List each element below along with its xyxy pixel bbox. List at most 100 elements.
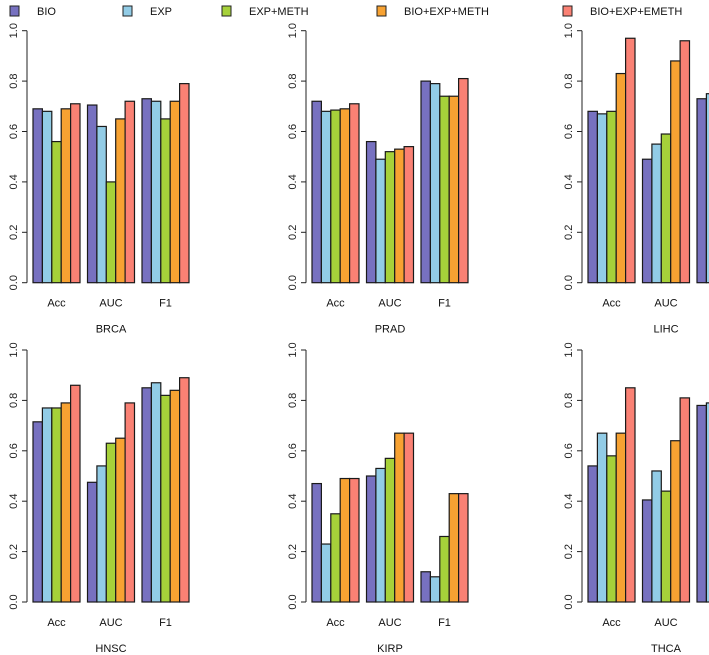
bar-acc-2: [606, 110, 617, 284]
bar-acc-3: [60, 108, 72, 284]
category-label: Acc: [602, 617, 621, 629]
bar-acc-4: [69, 103, 81, 284]
panel-brca: 0.0 0.2 0.4 0.6 0.8 1.0 Acc AUC F1 BRCA: [8, 23, 190, 336]
y-tick-label: 1.0: [8, 342, 20, 357]
legend-item: EXP+METH: [221, 5, 309, 18]
bar-acc-3: [60, 402, 72, 603]
bar-acc-1: [41, 407, 53, 603]
bar-f1-3: [169, 389, 181, 603]
bar-acc-2: [330, 513, 341, 603]
y-tick-label: 0.0: [287, 275, 299, 290]
bar-f1-1: [150, 382, 162, 603]
y-tick-label: 0.2: [287, 544, 299, 559]
bar-auc-4: [124, 402, 136, 603]
bar-acc-2: [330, 109, 341, 284]
y-tick-label: 1.0: [287, 342, 299, 357]
bar-f1-3: [448, 493, 460, 603]
bar-auc-1: [96, 465, 107, 603]
y-tick-label: 1.0: [287, 23, 299, 38]
y-tick-label: 0.4: [8, 174, 20, 189]
y-tick-label: 0.8: [8, 393, 20, 408]
panel-title: BRCA: [96, 324, 127, 336]
bar-f1-2: [439, 535, 450, 603]
bar-auc-3: [115, 118, 126, 284]
bar-auc-1: [375, 158, 386, 284]
bar-auc-4: [124, 100, 136, 284]
y-tick-label: 0.0: [8, 275, 20, 290]
bar-acc-0: [587, 110, 598, 284]
legend-swatch: [562, 5, 573, 17]
bar-acc-0: [311, 482, 322, 603]
bar-f1-0: [696, 98, 707, 284]
bar-acc-3: [615, 432, 627, 603]
legend-label: EXP: [150, 6, 172, 18]
panel-title: PRAD: [375, 324, 406, 336]
bar-auc-2: [384, 151, 396, 284]
bar-acc-4: [349, 103, 360, 284]
bar-acc-1: [41, 110, 53, 284]
y-tick-label: 0.0: [287, 594, 299, 609]
y-tick-label: 0.6: [8, 443, 20, 458]
category-label: Acc: [326, 298, 345, 310]
category-label: AUC: [378, 298, 401, 310]
category-label: Acc: [602, 298, 621, 310]
bar-acc-4: [69, 384, 81, 603]
legend-item: BIO+EXP+METH: [376, 5, 489, 18]
panel-hnsc: 0.0 0.2 0.4 0.6 0.8 1.0 Acc AUC F1 HNSC: [8, 342, 190, 655]
panel-prad: 0.0 0.2 0.4 0.6 0.8 1.0 Acc AUC F1 PRAD: [287, 23, 469, 336]
category-label: Acc: [47, 617, 66, 629]
panel-kirp: 0.0 0.2 0.4 0.6 0.8 1.0 Acc AUC F1 KIRP: [287, 342, 469, 655]
legend-swatch: [9, 5, 20, 17]
bar-f1-1: [705, 93, 709, 284]
y-tick-label: 0.6: [287, 124, 299, 139]
category-label: F1: [159, 298, 172, 310]
bar-f1-1: [429, 83, 441, 284]
y-tick-label: 0.8: [287, 73, 299, 88]
bar-f1-0: [696, 404, 707, 603]
bar-auc-4: [403, 432, 415, 603]
category-label: F1: [438, 617, 451, 629]
bar-f1-3: [169, 100, 181, 284]
bar-auc-3: [670, 440, 681, 603]
y-tick-label: 0.8: [563, 73, 575, 88]
bar-f1-4: [458, 77, 469, 284]
category-label: AUC: [378, 617, 401, 629]
bar-f1-0: [420, 80, 431, 284]
y-tick-label: 0.6: [287, 443, 299, 458]
y-tick-label: 0.4: [287, 174, 299, 189]
bar-acc-0: [311, 100, 322, 284]
bar-acc-3: [339, 108, 351, 284]
bar-auc-1: [651, 470, 662, 603]
legend-item: BIO: [9, 5, 56, 18]
legend-label: BIO+EXP+METH: [404, 6, 489, 18]
y-tick-label: 1.0: [563, 23, 575, 38]
legend-label: BIO+EXP+EMETH: [590, 6, 682, 18]
bar-acc-2: [51, 140, 62, 284]
category-label: F1: [438, 298, 451, 310]
category-label: AUC: [654, 617, 677, 629]
bar-acc-1: [596, 113, 608, 284]
legend-label: EXP+METH: [249, 6, 309, 18]
category-label: Acc: [47, 298, 66, 310]
panel-thca: 0.00.20.40.60.81.0AccAUCF1THCA: [563, 342, 709, 655]
category-label: AUC: [654, 298, 677, 310]
bar-auc-2: [384, 457, 396, 603]
y-tick-label: 0.2: [8, 544, 20, 559]
bar-f1-2: [439, 95, 450, 284]
bar-auc-0: [365, 475, 377, 603]
y-tick-label: 0.2: [563, 225, 575, 240]
bar-auc-2: [105, 181, 117, 284]
bar-acc-2: [606, 455, 617, 603]
bar-acc-0: [32, 108, 43, 284]
bar-acc-0: [32, 421, 43, 603]
y-tick-label: 0.4: [8, 494, 20, 509]
legend-item: EXP: [122, 5, 172, 18]
y-tick-label: 0.8: [287, 393, 299, 408]
bar-f1-1: [429, 576, 441, 603]
bar-acc-3: [339, 477, 351, 603]
bar-auc-3: [115, 437, 126, 603]
bar-auc-2: [105, 442, 117, 603]
bar-acc-4: [624, 37, 636, 284]
bar-f1-4: [179, 83, 190, 284]
bar-auc-1: [651, 143, 662, 284]
